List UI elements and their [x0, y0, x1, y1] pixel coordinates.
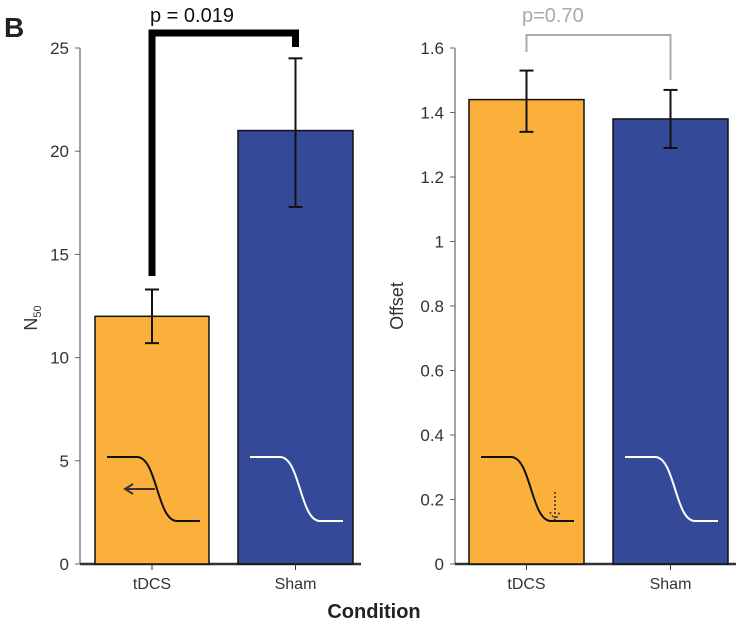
- x-tick-label: tDCS: [507, 576, 545, 593]
- significance-label-right: p=0.70: [522, 5, 584, 27]
- y-tick-label: 1.6: [420, 39, 444, 58]
- y-axis-label-right: Offset: [387, 282, 407, 330]
- sigmoid-inset-icon: [107, 456, 200, 522]
- y-tick-label: 1: [435, 233, 444, 252]
- down-shift-arrow-icon: [549, 492, 561, 522]
- bar-tdcs: [468, 98, 585, 565]
- y-tick-label: 0.2: [420, 491, 444, 510]
- y-tick-label: 5: [60, 452, 69, 471]
- y-tick-label: 0.8: [420, 297, 444, 316]
- chart-offset: p=0.70 Offset 0 0.2 0.4 0.6 0.8 1 1.2 1.4 1.6 tDC…: [387, 5, 736, 593]
- sigmoid-inset-icon: [625, 456, 718, 522]
- y-axis-label-left: N50: [21, 305, 44, 330]
- y-tick-label: 1.4: [420, 104, 444, 123]
- bar-tdcs: [94, 315, 210, 565]
- x-tick-label: Sham: [275, 576, 317, 593]
- y-tick-label: 15: [50, 245, 69, 264]
- bar-sham: [612, 118, 729, 565]
- sigmoid-inset-icon: [481, 456, 574, 522]
- sigmoid-inset-icon: [250, 456, 343, 522]
- panel-label: B: [4, 12, 24, 43]
- y-tick-label: 20: [50, 142, 69, 161]
- y-tick-label: 0.4: [420, 426, 444, 445]
- y-tick-label: 25: [50, 39, 69, 58]
- y-tick-label: 10: [50, 349, 69, 368]
- significance-label-left: p = 0.019: [150, 5, 234, 27]
- left-shift-arrow-icon: [123, 483, 155, 495]
- chart-n50: p = 0.019 N50 0 5 10 15 20 25 tDCS Sham: [21, 5, 361, 593]
- y-tick-label: 0: [435, 555, 444, 574]
- x-tick-label: Sham: [650, 576, 692, 593]
- x-axis-label: Condition: [327, 601, 420, 623]
- y-tick-label: 0.6: [420, 362, 444, 381]
- x-tick-label: tDCS: [133, 576, 171, 593]
- significance-bracket: [525, 34, 672, 80]
- y-tick-label: 0: [60, 555, 69, 574]
- significance-bracket: [148, 29, 299, 276]
- y-tick-label: 1.2: [420, 168, 444, 187]
